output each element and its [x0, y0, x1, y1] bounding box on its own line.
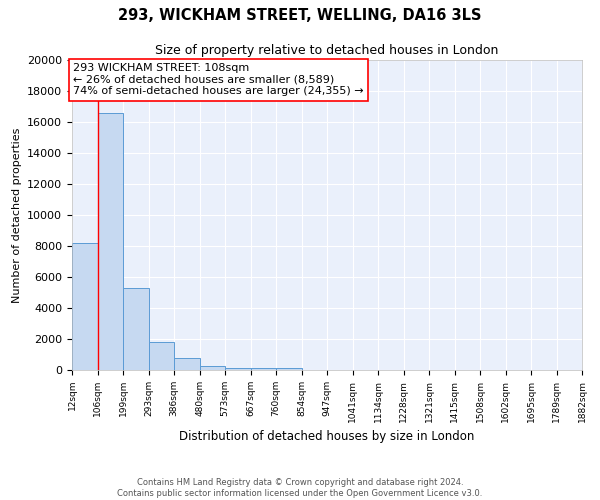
Text: 293 WICKHAM STREET: 108sqm
← 26% of detached houses are smaller (8,589)
74% of s: 293 WICKHAM STREET: 108sqm ← 26% of deta…	[73, 63, 364, 96]
X-axis label: Distribution of detached houses by size in London: Distribution of detached houses by size …	[179, 430, 475, 443]
Bar	[123, 288, 149, 370]
Text: Contains HM Land Registry data © Crown copyright and database right 2024.
Contai: Contains HM Land Registry data © Crown c…	[118, 478, 482, 498]
Title: Size of property relative to detached houses in London: Size of property relative to detached ho…	[155, 44, 499, 58]
Bar	[72, 243, 98, 370]
Text: 293, WICKHAM STREET, WELLING, DA16 3LS: 293, WICKHAM STREET, WELLING, DA16 3LS	[118, 8, 482, 22]
Bar	[276, 368, 302, 370]
Bar	[225, 368, 251, 370]
Bar	[200, 366, 225, 370]
Bar	[174, 358, 200, 370]
Bar	[251, 368, 276, 370]
Bar	[98, 112, 123, 370]
Y-axis label: Number of detached properties: Number of detached properties	[11, 128, 22, 302]
Bar	[149, 342, 174, 370]
